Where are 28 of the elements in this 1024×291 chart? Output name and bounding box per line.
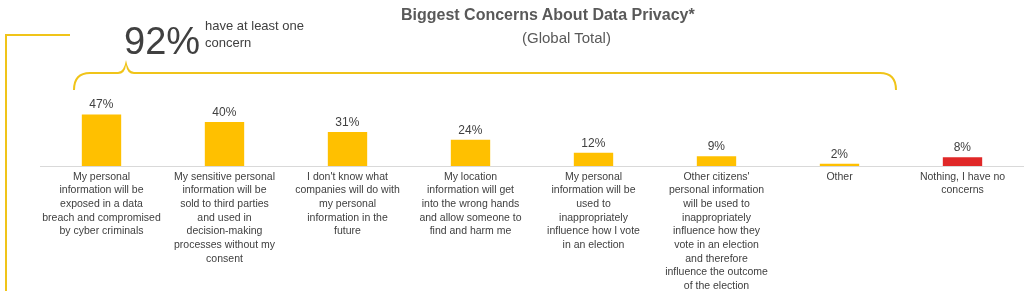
x-tick-label: I don't know what companies will do with my personal information in the future xyxy=(295,169,400,237)
bar xyxy=(204,122,245,166)
x-tick-label: Other xyxy=(826,169,854,182)
x-tick-label: Nothing, I have no concerns xyxy=(919,169,1006,196)
bar xyxy=(327,131,368,166)
data-label: 31% xyxy=(335,114,360,129)
x-tick-label: My personal information will be used to inappropriately influence how I vote in an election xyxy=(547,169,641,250)
bar xyxy=(696,156,737,166)
x-tick-label: My sensitive personal information will be sold to third parties and used in decision-making processes without my consent xyxy=(174,169,276,264)
data-label: 47% xyxy=(89,97,114,112)
data-label: 9% xyxy=(707,139,726,154)
bar xyxy=(450,139,491,166)
chart-subtitle: (Global Total) xyxy=(522,29,611,46)
data-label: 8% xyxy=(953,140,972,155)
text: have at least one concern xyxy=(205,18,305,50)
bar xyxy=(81,114,122,166)
category-label: Other citizens' personal information will be used to inappropriately influence how they vote in an election and therefore influence the outcome of the election xyxy=(665,169,768,291)
text: 92% xyxy=(124,20,201,62)
data-label: 40% xyxy=(212,105,237,120)
chart-title: Biggest Concerns About Data Privacy* xyxy=(400,5,696,23)
bar xyxy=(573,152,614,166)
x-tick-label: My location information will get into the wrong hands and allow someone to find and harm me xyxy=(419,169,522,237)
x-tick-label: My personal information will be exposed in a data breach and compromised by cyber criminals xyxy=(42,169,161,237)
data-label: 2% xyxy=(830,146,849,161)
bar xyxy=(942,157,983,166)
data-label: 12% xyxy=(581,135,606,150)
bar xyxy=(819,163,860,166)
data-label: 24% xyxy=(458,122,483,137)
